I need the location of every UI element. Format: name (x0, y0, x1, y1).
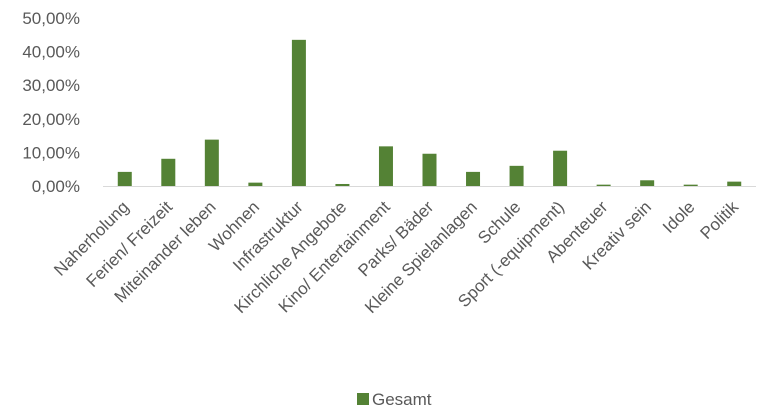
y-tick-label: 20,00% (22, 110, 80, 129)
y-tick-label: 10,00% (22, 143, 80, 162)
bar (422, 153, 437, 186)
y-tick-label: 50,00% (22, 9, 80, 28)
y-tick-label: 0,00% (32, 177, 80, 196)
bar (291, 39, 306, 187)
bar (466, 171, 481, 186)
bar (553, 150, 568, 186)
legend: Gesamt (357, 390, 432, 409)
legend-label-gesamt: Gesamt (372, 390, 432, 409)
y-tick-label: 30,00% (22, 76, 80, 95)
y-tick-label: 40,00% (22, 43, 80, 62)
bar (117, 171, 132, 186)
bar (727, 181, 742, 186)
bar (248, 182, 263, 186)
bar (509, 165, 524, 186)
x-tick-label: Idole (659, 197, 699, 237)
bar (683, 184, 698, 186)
x-tick-label: Politik (697, 197, 743, 243)
legend-swatch-gesamt (357, 393, 369, 405)
bars-group (117, 39, 742, 187)
bar (204, 139, 219, 186)
bar (335, 183, 350, 186)
bar (161, 158, 176, 186)
bar (640, 180, 655, 186)
bar (378, 146, 393, 186)
y-axis: 0,00% 10,00% 20,00% 30,00% 40,00% 50,00% (22, 9, 80, 196)
bar (596, 184, 611, 186)
